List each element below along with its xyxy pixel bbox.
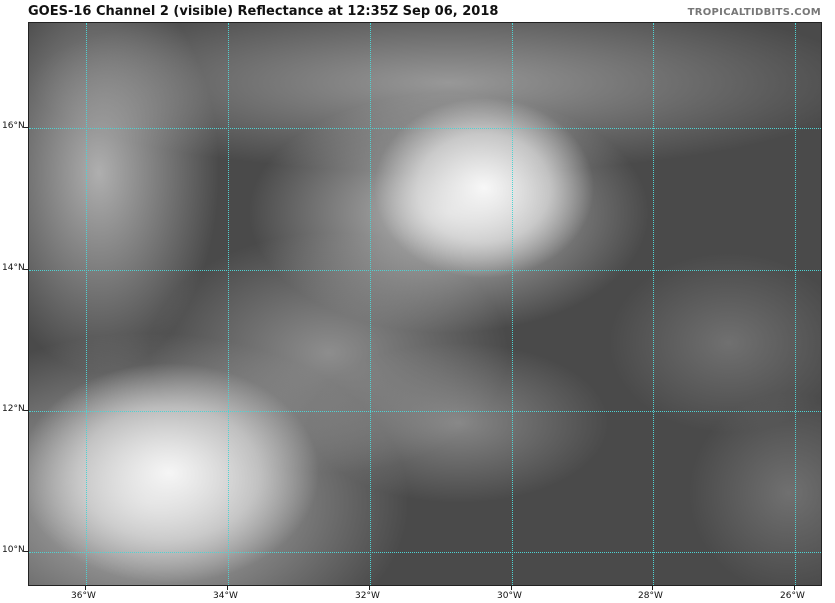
tick [24, 127, 28, 128]
gridline-lon [795, 23, 796, 585]
map-title: GOES-16 Channel 2 (visible) Reflectance … [28, 4, 499, 19]
lon-label: 26°W [780, 591, 805, 601]
gridline-lat [29, 128, 821, 129]
tick [794, 586, 795, 590]
tick [24, 551, 28, 552]
lon-label: 34°W [213, 591, 238, 601]
lat-label: 14°N [2, 263, 25, 273]
lat-label: 10°N [2, 545, 25, 555]
tick [85, 586, 86, 590]
gridline-lat [29, 270, 821, 271]
gridline-lon [370, 23, 371, 585]
lon-label: 32°W [355, 591, 380, 601]
gridline-lat [29, 552, 821, 553]
tick [511, 586, 512, 590]
gridline-lon [653, 23, 654, 585]
lat-label: 12°N [2, 404, 25, 414]
gridline-lat [29, 411, 821, 412]
tick [24, 410, 28, 411]
lat-label: 16°N [2, 121, 25, 131]
satellite-image [28, 22, 822, 586]
tick [24, 269, 28, 270]
credit-watermark: TROPICALTIDBITS.COM [687, 7, 821, 18]
lon-label: 36°W [71, 591, 96, 601]
lon-label: 30°W [497, 591, 522, 601]
tick [227, 586, 228, 590]
tick [369, 586, 370, 590]
gridline-lon [228, 23, 229, 585]
gridline-lon [86, 23, 87, 585]
gridline-lon [512, 23, 513, 585]
lon-label: 28°W [638, 591, 663, 601]
tick [652, 586, 653, 590]
